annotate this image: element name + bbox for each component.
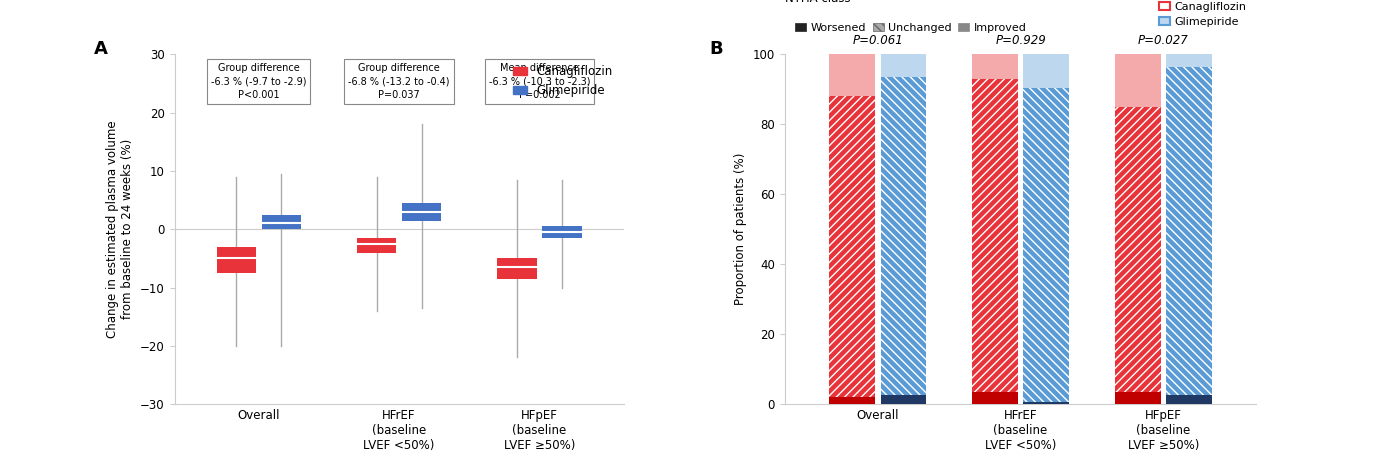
Y-axis label: Proportion of patients (%): Proportion of patients (%) [734, 153, 747, 306]
Bar [357, 238, 396, 252]
Text: P=0.061: P=0.061 [853, 35, 903, 48]
Bar [972, 54, 1018, 79]
Bar [1167, 395, 1212, 404]
Bar [972, 392, 1018, 404]
Bar [216, 247, 255, 273]
Bar [829, 96, 875, 397]
Bar [1115, 107, 1160, 392]
Bar [881, 395, 927, 404]
Text: NYHA class: NYHA class [785, 0, 850, 5]
Text: B: B [709, 40, 723, 59]
Text: Group difference
-6.3 % (-9.7 to -2.9)
P<0.001: Group difference -6.3 % (-9.7 to -2.9) P… [211, 63, 307, 99]
Text: P=0.027: P=0.027 [1138, 35, 1189, 48]
Bar [1167, 67, 1212, 395]
Bar [1023, 402, 1069, 404]
Legend: Canagliflozin, Glimepiride: Canagliflozin, Glimepiride [1154, 0, 1251, 32]
Bar [497, 258, 536, 279]
Bar [829, 397, 875, 404]
Legend: Canagliflozin, Glimepiride: Canagliflozin, Glimepiride [508, 60, 618, 102]
Bar [1115, 392, 1160, 404]
Bar [1023, 54, 1069, 88]
Bar [881, 54, 927, 77]
Text: A: A [94, 40, 107, 59]
Bar [829, 54, 875, 96]
Bar [972, 79, 1018, 392]
Bar [402, 203, 441, 221]
Text: Mean difference
-6.3 % (-10.3 to -2.3)
P=0.002: Mean difference -6.3 % (-10.3 to -2.3) P… [489, 63, 591, 99]
Bar [261, 215, 300, 229]
Bar [1115, 54, 1160, 107]
Bar [1167, 54, 1212, 67]
Text: Group difference
-6.8 % (-13.2 to -0.4)
P=0.037: Group difference -6.8 % (-13.2 to -0.4) … [349, 63, 450, 99]
Y-axis label: Change in estimated plasma volume
from baseline to 24 weeks (%): Change in estimated plasma volume from b… [106, 120, 134, 338]
Bar [881, 77, 927, 395]
Text: P=0.929: P=0.929 [995, 35, 1046, 48]
Bar [1023, 88, 1069, 402]
Bar [542, 227, 582, 238]
